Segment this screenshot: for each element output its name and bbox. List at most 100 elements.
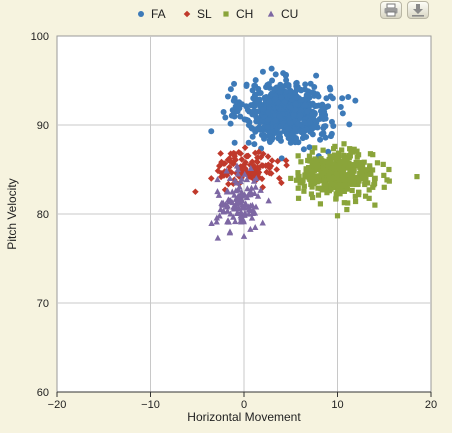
- point-ch: [386, 166, 392, 173]
- point-cu: [215, 191, 223, 198]
- point-ch: [335, 157, 341, 163]
- x-tick-label: −10: [141, 399, 160, 411]
- point-fa: [268, 65, 275, 72]
- legend-item-fa[interactable]: FA: [138, 7, 166, 21]
- point-ch: [370, 184, 376, 190]
- point-sl: [216, 162, 223, 170]
- point-fa: [327, 86, 334, 93]
- point-ch: [341, 188, 347, 194]
- point-ch: [339, 147, 345, 153]
- point-fa: [283, 77, 290, 84]
- point-cu: [248, 214, 256, 221]
- point-sl: [254, 158, 261, 166]
- legend-item-cu[interactable]: CU: [267, 7, 299, 21]
- point-ch: [308, 181, 314, 188]
- point-ch: [353, 162, 359, 168]
- point-ch: [331, 146, 337, 152]
- point-fa: [311, 84, 318, 91]
- y-tick-label: 60: [37, 387, 49, 399]
- point-ch: [362, 193, 369, 199]
- print-button[interactable]: [380, 1, 402, 19]
- point-ch: [335, 175, 341, 181]
- point-cu: [235, 192, 242, 199]
- point-fa: [260, 106, 267, 113]
- point-ch: [371, 176, 378, 183]
- point-ch: [360, 162, 366, 169]
- x-tick-label: 20: [425, 399, 437, 411]
- point-ch: [298, 159, 304, 165]
- point-fa: [261, 94, 268, 101]
- point-fa: [306, 118, 313, 125]
- export-button[interactable]: [407, 1, 429, 19]
- point-ch: [356, 178, 362, 184]
- point-ch: [368, 171, 374, 177]
- point-fa: [234, 108, 241, 115]
- point-ch: [348, 149, 354, 155]
- point-fa: [264, 116, 271, 123]
- point-ch: [366, 195, 372, 201]
- point-fa: [312, 117, 319, 124]
- point-ch: [351, 167, 357, 173]
- point-fa: [276, 89, 283, 96]
- legend-label-cu: CU: [281, 7, 298, 21]
- point-fa: [243, 116, 250, 123]
- point-fa: [280, 70, 287, 77]
- point-ch: [307, 158, 313, 164]
- point-fa: [352, 97, 359, 104]
- point-ch: [351, 178, 357, 184]
- point-ch: [313, 160, 319, 166]
- point-ch: [366, 187, 372, 193]
- point-cu: [229, 199, 236, 206]
- point-ch: [340, 175, 346, 181]
- point-ch: [349, 187, 355, 194]
- point-cu: [224, 217, 232, 224]
- point-cu: [237, 178, 244, 185]
- point-ch: [370, 152, 376, 158]
- point-ch: [331, 165, 337, 171]
- point-fa: [309, 111, 316, 118]
- point-cu: [232, 218, 239, 225]
- point-ch: [296, 173, 302, 180]
- point-ch: [306, 165, 312, 171]
- point-ch: [344, 183, 350, 189]
- point-ch: [339, 182, 345, 189]
- point-ch: [349, 170, 355, 176]
- point-fa: [292, 106, 299, 113]
- point-fa: [224, 93, 231, 100]
- point-ch: [341, 141, 347, 147]
- point-ch: [322, 160, 328, 166]
- point-cu: [237, 214, 245, 221]
- point-ch: [308, 191, 315, 197]
- legend-item-sl[interactable]: SL: [183, 7, 212, 21]
- point-ch: [328, 181, 334, 187]
- legend-item-ch[interactable]: CH: [223, 7, 253, 21]
- point-fa: [319, 113, 326, 120]
- y-tick-label: 70: [37, 298, 49, 310]
- point-sl: [255, 148, 263, 156]
- point-ch: [367, 163, 373, 169]
- point-ch: [337, 191, 343, 197]
- point-fa: [231, 80, 238, 87]
- point-ch: [333, 191, 339, 197]
- point-ch: [338, 159, 345, 165]
- point-ch: [336, 150, 342, 156]
- point-ch: [336, 181, 342, 187]
- point-ch: [310, 194, 316, 201]
- point-ch: [369, 167, 376, 173]
- point-cu: [216, 212, 223, 219]
- point-ch: [307, 170, 313, 176]
- point-ch: [327, 153, 333, 159]
- point-ch: [293, 177, 300, 183]
- point-cu: [247, 189, 255, 196]
- point-fa: [281, 98, 288, 105]
- data-points: [192, 65, 420, 241]
- point-cu: [214, 176, 221, 183]
- point-cu: [230, 203, 237, 210]
- point-sl: [264, 153, 272, 160]
- point-cu: [245, 206, 253, 213]
- point-cu: [208, 219, 215, 226]
- point-sl: [276, 175, 283, 182]
- point-cu: [224, 202, 231, 209]
- point-ch: [344, 157, 350, 163]
- point-fa: [304, 108, 311, 115]
